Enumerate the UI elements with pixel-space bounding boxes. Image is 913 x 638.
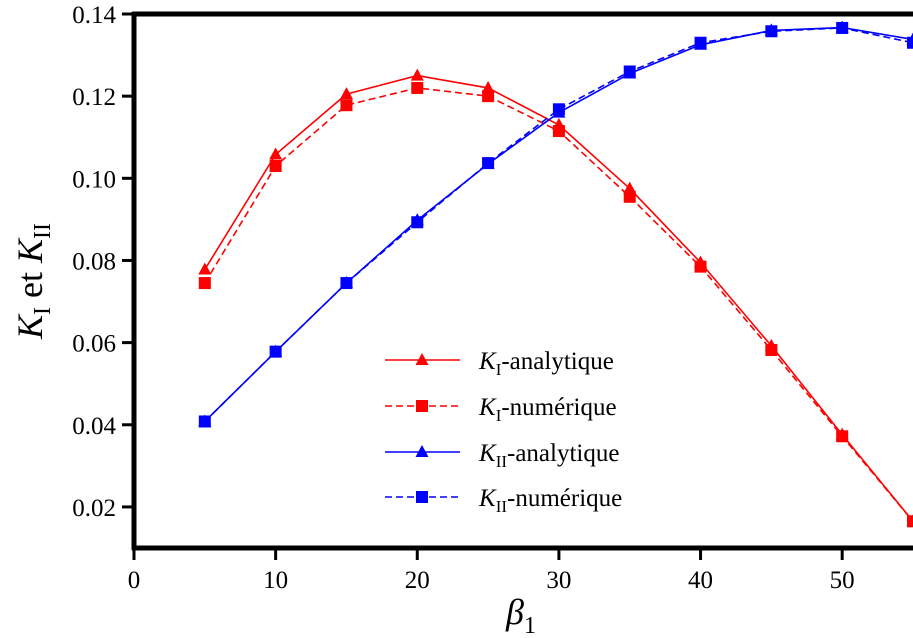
data-point [269, 147, 283, 160]
series-4 [198, 21, 913, 428]
data-point [482, 157, 495, 170]
data-point [198, 277, 211, 290]
legend-marker [416, 400, 428, 412]
y-tick-label: 0.04 [72, 413, 116, 440]
data-point [623, 190, 636, 203]
data-point [198, 415, 211, 428]
legend-item: KII-numérique [385, 485, 622, 516]
data-point [765, 344, 778, 357]
data-point [198, 262, 212, 275]
y-tick-label: 0.10 [72, 166, 116, 193]
x-tick-label: 50 [830, 567, 855, 594]
x-tick-label: 10 [263, 567, 288, 594]
x-tick-label: 30 [546, 567, 571, 594]
data-point [269, 345, 282, 358]
data-point [552, 103, 565, 116]
data-point [410, 68, 424, 81]
series-line [204, 27, 913, 423]
x-tick-label: 40 [688, 567, 713, 594]
data-point [623, 65, 636, 78]
y-tick-label: 0.12 [72, 84, 116, 111]
data-point [836, 430, 849, 443]
data-point [907, 36, 913, 49]
x-tick-label: 20 [405, 567, 430, 594]
data-point [694, 260, 707, 273]
y-axis-title: KI et KII [10, 223, 56, 340]
y-tick-label: 0.02 [72, 495, 116, 522]
series-layer [198, 20, 913, 528]
legend-label: KI-numérique [478, 394, 617, 425]
data-point [481, 80, 495, 93]
legend-item: KI-numérique [385, 394, 617, 425]
data-point [694, 36, 707, 49]
legend-label: KII-numérique [478, 485, 622, 516]
legend-marker [416, 491, 428, 503]
y-tick-label: 0.08 [72, 248, 116, 275]
y-tick-label: 0.14 [72, 2, 116, 29]
legend: KI-analytique KI-numérique KII-analytique K… [385, 348, 622, 516]
data-point [411, 81, 424, 94]
data-point [765, 25, 778, 38]
data-point [339, 87, 353, 100]
data-point [907, 515, 913, 528]
data-point [482, 90, 495, 103]
data-point [340, 277, 353, 290]
data-point [552, 125, 565, 138]
data-point [340, 99, 353, 112]
legend-item: KI-analytique [385, 348, 614, 379]
legend-label: KI-analytique [478, 348, 614, 379]
y-tick-label: 0.06 [72, 331, 116, 358]
axes-layer: 0.02 0.04 0.06 0.08 0.10 0.12 0.14 0 10 20 30 40 50 β… [10, 2, 913, 638]
legend-marker [415, 445, 429, 457]
legend-label: KII-analytique [478, 440, 619, 471]
data-point [269, 159, 282, 172]
series-2 [198, 81, 913, 528]
x-axis-title: β1 [505, 592, 536, 638]
legend-item: KII-analytique [385, 440, 619, 471]
x-tick-label: 0 [128, 567, 141, 594]
data-point [623, 181, 637, 194]
data-point [836, 21, 849, 34]
legend-marker [415, 353, 429, 365]
data-point [411, 216, 424, 229]
